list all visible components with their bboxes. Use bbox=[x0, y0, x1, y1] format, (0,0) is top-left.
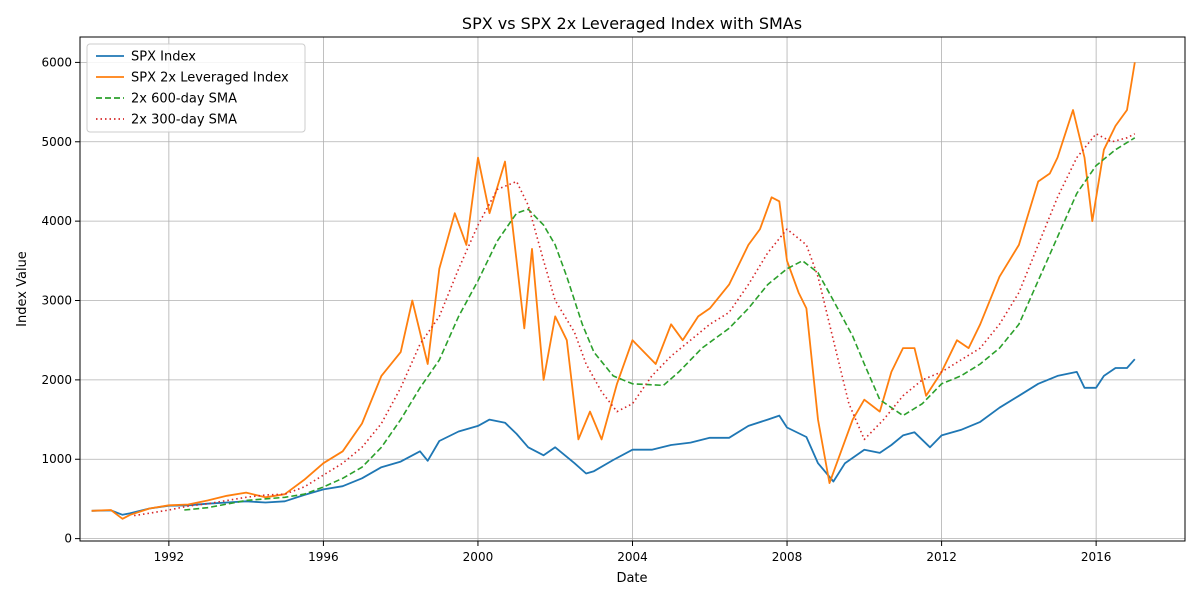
grid bbox=[80, 37, 1185, 541]
x-tick-label: 1996 bbox=[308, 550, 339, 564]
series-line-2 bbox=[184, 137, 1136, 511]
x-tick-label: 2000 bbox=[463, 550, 494, 564]
x-tick-label: 2004 bbox=[617, 550, 648, 564]
axis-ticks: 1992 1996 2000 2004 2008 2012 2016 0 1000 2000 300… bbox=[41, 55, 1111, 564]
legend-label: 2x 300-day SMA bbox=[131, 113, 237, 128]
legend-label: SPX 2x Leveraged Index bbox=[131, 71, 289, 86]
chart-title: SPX vs SPX 2x Leveraged Index with SMAs bbox=[462, 14, 802, 33]
x-axis-label: Date bbox=[616, 571, 647, 586]
legend-label: 2x 600-day SMA bbox=[131, 92, 237, 107]
y-tick-label: 3000 bbox=[41, 294, 72, 308]
legend-label: SPX Index bbox=[131, 50, 196, 65]
legend: SPX Index SPX 2x Leveraged Index 2x 600-da… bbox=[86, 43, 306, 133]
y-tick-label: 1000 bbox=[41, 452, 72, 466]
y-tick-label: 0 bbox=[64, 532, 72, 546]
y-tick-label: 5000 bbox=[41, 135, 72, 149]
series-layer bbox=[91, 62, 1136, 520]
x-tick-label: 2016 bbox=[1081, 550, 1112, 564]
series-line-3 bbox=[133, 133, 1136, 517]
x-tick-label: 1992 bbox=[154, 550, 185, 564]
y-axis-label: Index Value bbox=[15, 251, 30, 327]
series-line-1 bbox=[91, 62, 1136, 520]
x-tick-label: 2008 bbox=[772, 550, 803, 564]
series-line-0 bbox=[91, 358, 1136, 516]
legend-box bbox=[86, 43, 306, 133]
y-tick-label: 6000 bbox=[41, 55, 72, 69]
y-tick-label: 2000 bbox=[41, 373, 72, 387]
y-tick-label: 4000 bbox=[41, 214, 72, 228]
x-tick-label: 2012 bbox=[926, 550, 957, 564]
